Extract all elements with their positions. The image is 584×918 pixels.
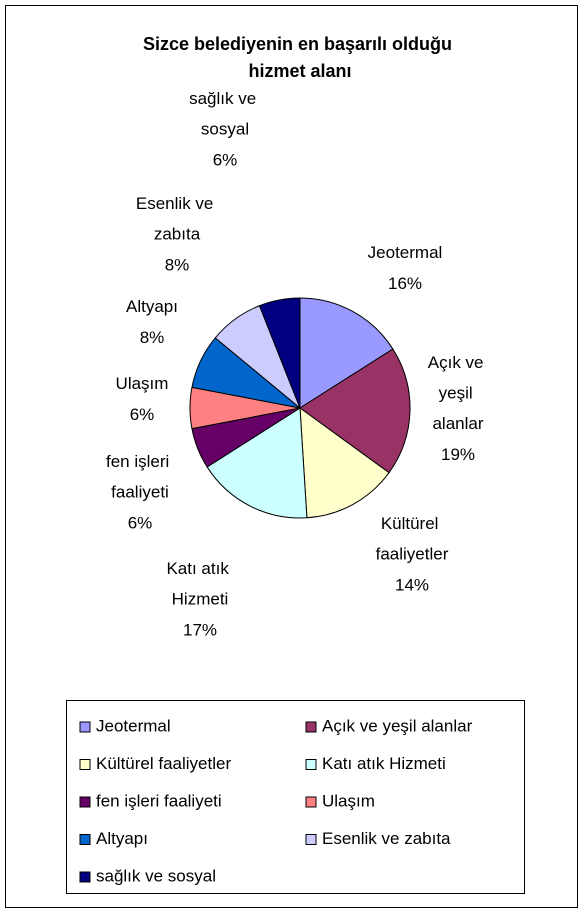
chart-title: Sizce belediyenin en başarılı olduğu hiz…: [143, 34, 457, 81]
slice-label: sağlık ve sosyal: [189, 89, 261, 139]
legend-label: Açık ve yeşil alanlar: [322, 716, 473, 735]
legend-swatch: [305, 796, 317, 808]
pie-slice: [206, 407, 308, 519]
slice-value-label: 16%: [388, 274, 422, 293]
pie-slice: [299, 406, 390, 519]
slice-label: fen işleri faaliyeti: [106, 452, 174, 502]
pie-slice: [258, 297, 301, 409]
slice-value-label: 17%: [183, 620, 217, 639]
legend-swatch: [79, 796, 91, 808]
legend-swatch: [79, 871, 91, 883]
legend-label: Kültürel faaliyetler: [96, 754, 231, 773]
legend-swatch: [79, 759, 91, 770]
legend-label: Ulaşım: [322, 791, 375, 810]
slice-value-label: 19%: [441, 445, 475, 464]
legend-label: Katı atık Hizmeti: [322, 754, 446, 773]
slice-value-label: 8%: [165, 255, 190, 274]
slice-value-label: 14%: [395, 575, 429, 594]
slice-label: Açık ve yeşil alanlar: [428, 353, 488, 433]
legend-swatch: [305, 721, 317, 733]
legend-swatch: [79, 834, 91, 845]
legend-swatch: [305, 759, 317, 770]
pie-slice: [299, 297, 394, 409]
slice-label: Altyapı: [126, 297, 178, 316]
slice-value-label: 6%: [213, 150, 238, 169]
legend-swatch: [79, 721, 91, 733]
legend-label: sağlık ve sosyal: [96, 866, 216, 885]
legend-label: Altyapı: [96, 829, 148, 848]
legend-label: Esenlik ve zabıta: [322, 829, 451, 848]
legend-label: fen işleri faaliyeti: [96, 791, 222, 810]
legend-swatch: [305, 834, 317, 845]
slice-value-label: 8%: [140, 328, 165, 347]
pie-slice: [299, 348, 411, 474]
slice-label: Esenlik ve zabıta: [136, 194, 218, 244]
slice-label: Jeotermal: [368, 243, 443, 262]
slice-value-label: 6%: [128, 513, 153, 532]
slice-label: Katı atık Hizmeti: [166, 559, 233, 609]
slice-label: Ulaşım: [116, 374, 169, 393]
legend-box: [66, 700, 525, 894]
slice-value-label: 6%: [130, 405, 155, 424]
slice-label: Kültürel faaliyetler: [376, 514, 449, 564]
legend-label: Jeotermal: [96, 716, 171, 735]
